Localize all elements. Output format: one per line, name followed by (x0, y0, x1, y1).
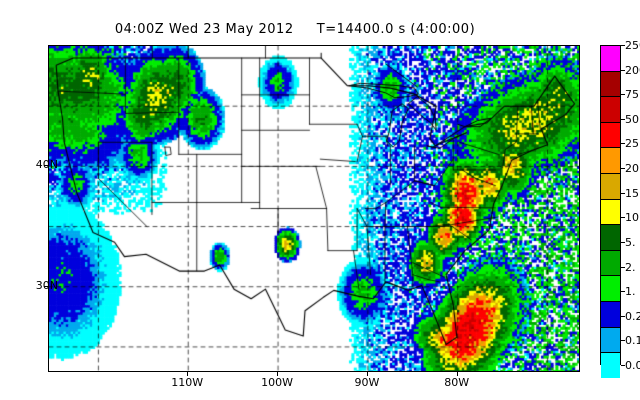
colorbar-tick (621, 241, 625, 243)
x-tick-mark (366, 372, 368, 376)
colorbar (600, 45, 621, 378)
colorbar-segment (601, 302, 620, 328)
colorbar-label: 0.10 (625, 334, 640, 348)
colorbar-tick (621, 143, 625, 145)
colorbar-tick (621, 94, 625, 96)
colorbar-segment (601, 327, 620, 354)
colorbar-tick (621, 118, 625, 120)
colorbar-tick (621, 192, 625, 194)
colorbar-tick (621, 340, 625, 342)
colorbar-tick (621, 168, 625, 170)
x-tick-label-90w: 90W (354, 376, 380, 389)
x-tick-mark (187, 372, 189, 376)
x-tick-mark (277, 372, 279, 376)
x-tick-label-110w: 110W (171, 376, 204, 389)
x-tick-mark (456, 372, 458, 376)
colorbar-label: 75. (625, 88, 640, 102)
colorbar-segment (601, 148, 620, 175)
colorbar-label: 250. (625, 39, 640, 52)
colorbar-segment (601, 276, 620, 303)
colorbar-segment (601, 71, 620, 98)
y-tick-mark (44, 165, 48, 167)
colorbar-tick (621, 291, 625, 293)
colorbar-label: 10. (625, 211, 640, 225)
colorbar-segment (601, 97, 620, 123)
colorbar-label: 200. (625, 63, 640, 77)
colorbar-tick (621, 217, 625, 219)
colorbar-tick (621, 315, 625, 317)
colorbar-label: 5. (625, 235, 636, 249)
y-tick-label-40n: 40N (35, 158, 58, 172)
colorbar-tick (621, 365, 625, 366)
colorbar-label: 20. (625, 162, 640, 176)
x-tick-label-80w: 80W (444, 376, 470, 389)
colorbar-segment (601, 225, 620, 251)
map-plot-area (48, 45, 580, 372)
colorbar-segment (601, 46, 620, 72)
colorbar-segment (601, 174, 620, 200)
colorbar-label: 1. (625, 285, 636, 299)
colorbar-segment (601, 199, 620, 226)
x-tick-label-100w: 100W (261, 376, 293, 389)
precipitation-map-canvas (49, 46, 579, 371)
y-tick-label-30n: 30N (35, 278, 58, 292)
colorbar-label: 50. (625, 112, 640, 126)
figure-title: 04:00Z Wed 23 May 2012 T=14400.0 s (4:00… (114, 22, 476, 37)
colorbar-segment (601, 353, 620, 378)
colorbar-segment (601, 250, 620, 277)
colorbar-tick (621, 45, 625, 46)
colorbar-label: 25. (625, 137, 640, 151)
y-tick-mark (44, 285, 48, 287)
colorbar-tick (621, 266, 625, 268)
colorbar-tick (621, 69, 625, 71)
colorbar-label: 0.01 (625, 359, 640, 372)
colorbar-segment (601, 122, 620, 149)
colorbar-label: 2. (625, 260, 636, 274)
colorbar-label: 15. (625, 186, 640, 200)
colorbar-label: 0.25 (625, 309, 640, 323)
